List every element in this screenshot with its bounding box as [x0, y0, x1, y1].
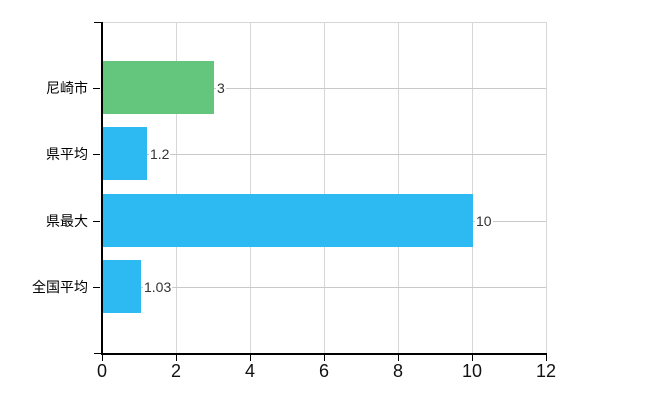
- bar-value-label: 1.03: [143, 278, 173, 296]
- x-tick-label: 2: [170, 361, 181, 381]
- vertical-gridline: [324, 22, 325, 353]
- category-label: 県平均: [46, 146, 88, 162]
- y-axis-outer-tick: [94, 353, 102, 354]
- bar: [103, 127, 147, 180]
- y-axis-line: [101, 22, 103, 354]
- x-tick-label: 6: [318, 361, 329, 381]
- x-tick-label: 4: [244, 361, 255, 381]
- x-tick-label: 12: [535, 361, 557, 381]
- vertical-gridline: [472, 22, 473, 353]
- bar-value-label: 10: [475, 212, 493, 230]
- bar-value-label: 1.2: [149, 145, 171, 163]
- x-axis-tick: [546, 355, 547, 361]
- vertical-gridline: [546, 22, 547, 353]
- category-tick: [93, 154, 100, 155]
- x-axis-tick: [324, 355, 325, 361]
- x-axis-tick: [250, 355, 251, 361]
- x-axis-tick: [102, 355, 103, 361]
- vertical-gridline: [398, 22, 399, 353]
- x-tick-label: 0: [96, 361, 107, 381]
- bar-value-label: 3: [216, 79, 226, 97]
- bar: [103, 260, 141, 313]
- category-gridline: [102, 88, 546, 89]
- category-tick: [93, 287, 100, 288]
- bar: [103, 194, 473, 247]
- bar: [103, 61, 214, 114]
- category-label: 県最大: [46, 213, 88, 229]
- category-gridline: [102, 287, 546, 288]
- category-label: 尼崎市: [46, 80, 88, 96]
- x-tick-label: 10: [461, 361, 483, 381]
- category-gridline: [102, 154, 546, 155]
- vertical-gridline: [250, 22, 251, 353]
- x-axis-tick: [472, 355, 473, 361]
- x-axis-line: [101, 353, 547, 355]
- category-tick: [93, 88, 100, 89]
- x-axis-tick: [176, 355, 177, 361]
- category-label: 全国平均: [32, 279, 88, 295]
- y-axis-outer-tick: [94, 22, 102, 23]
- x-axis-tick: [398, 355, 399, 361]
- vertical-gridline: [176, 22, 177, 353]
- category-tick: [93, 221, 100, 222]
- x-tick-label: 8: [392, 361, 403, 381]
